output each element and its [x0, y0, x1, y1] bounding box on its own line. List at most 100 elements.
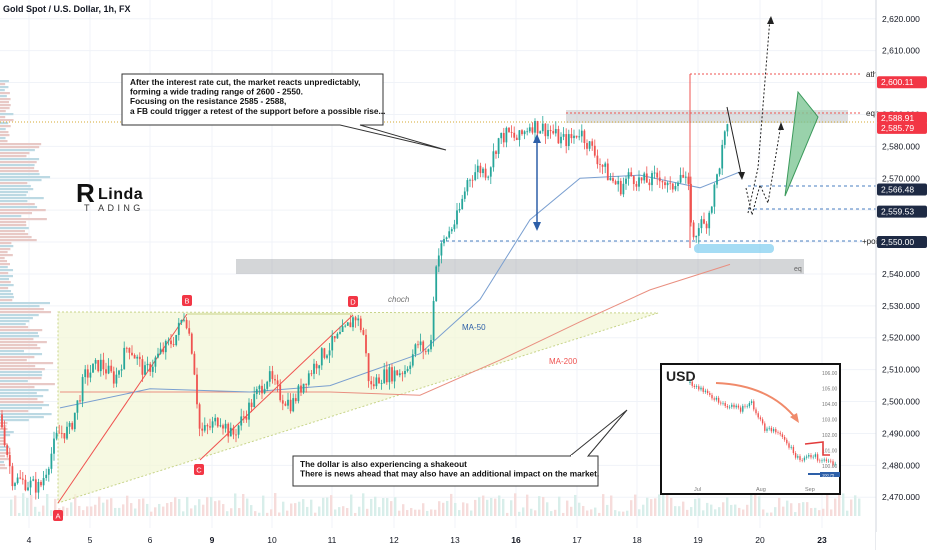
note-line: Focusing on the resistance 2585 - 2588, — [130, 96, 286, 106]
candle-body — [456, 210, 458, 225]
candle-body — [79, 400, 81, 402]
profile-bar — [0, 392, 37, 395]
candle-body — [289, 399, 292, 412]
candle-body — [461, 198, 464, 210]
volume-bar — [166, 503, 169, 516]
candle-body — [164, 341, 167, 353]
profile-bar — [0, 110, 6, 113]
volume-bar — [758, 496, 761, 516]
note-line: The dollar is also experiencing a shakeo… — [300, 459, 467, 469]
candle-body — [318, 365, 321, 369]
inset-candle — [810, 455, 812, 458]
volume-bar — [274, 493, 277, 516]
inset-candle — [797, 456, 799, 458]
volume-bar — [362, 493, 365, 516]
volume-bar — [446, 500, 449, 516]
volume-bar — [154, 507, 157, 516]
candle-body — [539, 131, 542, 134]
volume-bar — [722, 502, 725, 516]
candle-body — [209, 426, 211, 428]
volume-bar — [510, 500, 513, 516]
candle-body — [1, 414, 3, 428]
inset-candle — [768, 427, 770, 429]
profile-bar — [0, 275, 13, 278]
candle-body — [14, 483, 16, 487]
candle-body — [58, 432, 61, 434]
candle-body — [534, 121, 536, 133]
candle-body — [302, 383, 305, 393]
volume-bar — [442, 502, 445, 516]
profile-bar — [0, 224, 27, 227]
candle-body — [411, 354, 414, 366]
volume-bar — [806, 502, 809, 516]
candle-body — [658, 177, 661, 182]
profile-bar — [0, 341, 47, 344]
candle-body — [632, 176, 635, 185]
candle-body — [55, 432, 58, 439]
candle-body — [682, 174, 685, 178]
volume-bar — [618, 511, 621, 516]
candle-body — [443, 239, 445, 244]
profile-bar — [0, 467, 8, 470]
candle-body — [661, 181, 664, 183]
y-tick-label: 2,620.000 — [882, 14, 920, 24]
volume-bar — [374, 496, 377, 516]
profile-bar — [0, 278, 9, 281]
x-tick-label: 9 — [210, 535, 215, 545]
candle-body — [554, 129, 557, 134]
candle-body — [248, 402, 250, 420]
logo-mark: R — [76, 178, 95, 208]
profile-bar — [0, 254, 13, 257]
candle-body — [94, 360, 97, 364]
volume-bar — [306, 506, 309, 516]
candle-body — [617, 180, 620, 185]
candle-body — [674, 186, 677, 190]
volume-bar — [134, 508, 137, 516]
candle-body — [370, 381, 373, 385]
candle-body — [453, 224, 456, 230]
profile-bar — [0, 194, 27, 197]
candle-body — [180, 319, 183, 323]
inset-candle — [704, 390, 707, 392]
candle-body — [89, 372, 92, 378]
volume-bar — [14, 495, 17, 516]
candle-body — [448, 231, 451, 238]
profile-bar — [0, 383, 55, 386]
profile-bar — [0, 335, 40, 338]
logo-sub: T ADING — [84, 203, 144, 213]
candle-body — [227, 423, 230, 437]
x-tick-label: 5 — [88, 535, 93, 545]
profile-bar — [0, 347, 41, 350]
profile-bar — [0, 317, 33, 320]
candle-body — [154, 357, 157, 367]
price-candles — [1, 115, 729, 500]
volume-bar — [370, 498, 373, 516]
profile-bar — [0, 251, 8, 254]
price-badge-label: 2,600.11 — [881, 77, 914, 87]
inset-candle — [733, 404, 735, 408]
profile-bar — [0, 425, 7, 428]
candle-body — [188, 328, 191, 334]
candle-body — [612, 178, 614, 182]
inset-y-tick: 100.00 — [822, 464, 838, 470]
volume-bar — [858, 498, 861, 516]
inset-candle — [761, 419, 764, 424]
volume-bar — [402, 504, 405, 516]
profile-bar — [0, 146, 40, 149]
x-tick-label: 12 — [389, 535, 399, 545]
candle-body — [216, 417, 219, 427]
volume-bar — [106, 499, 109, 516]
ma-200-line — [60, 263, 731, 396]
inset-x-tick: Aug — [756, 487, 766, 493]
inset-candle — [775, 429, 777, 433]
profile-bar — [0, 272, 9, 275]
volume-bar — [210, 497, 213, 516]
profile-bar — [0, 329, 43, 332]
candle-body — [255, 389, 258, 395]
volume-bar — [558, 496, 561, 516]
profile-bar — [0, 200, 28, 203]
point-c-badge: C — [194, 464, 204, 475]
candle-body — [710, 206, 713, 213]
candle-body — [482, 168, 484, 174]
inset-candle — [788, 443, 790, 448]
